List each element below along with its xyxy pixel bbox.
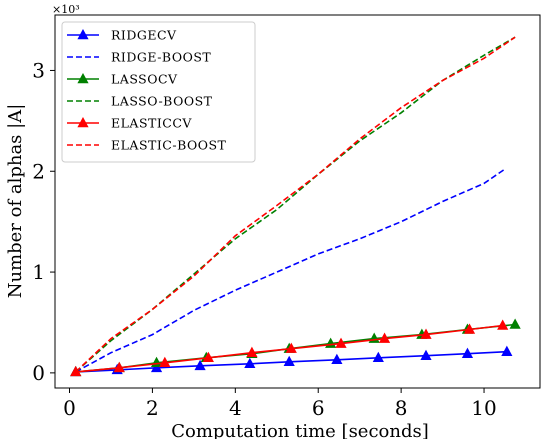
- x-tick-label: 8: [395, 396, 408, 420]
- data-point-elasticcv: [420, 328, 432, 339]
- plot-border: [54, 14, 541, 389]
- data-point-ridgecv: [194, 359, 206, 371]
- data-point-ridgecv: [244, 357, 256, 369]
- legend-label-elasticcv: ELASTICCV: [111, 116, 192, 131]
- data-point-ridgecv: [461, 347, 474, 358]
- legend-label-lassocv: LASSOCV: [111, 72, 178, 87]
- series-line-ridge-boost: [75, 168, 506, 373]
- series-layer: [70, 36, 521, 377]
- legend-marker-lassocv: [77, 72, 89, 84]
- data-point-ridgecv: [372, 351, 384, 363]
- x-tick-label: 6: [312, 396, 325, 420]
- y-axis: 0 1 2 3: [32, 58, 55, 385]
- data-point-elasticcv: [113, 361, 125, 373]
- x-axis-title: Computation time [seconds]: [171, 421, 429, 439]
- series-line-elastic-boost: [75, 36, 516, 373]
- legend-marker-ridgecv: [77, 28, 89, 40]
- legend-marker-elasticcv: [77, 116, 89, 128]
- x-axis: 0 2 4 6 8 10: [63, 388, 497, 420]
- y-axis-title: Number of alphas |A|: [5, 104, 26, 299]
- legend-label-elastic-boost: ELASTIC-BOOST: [111, 138, 227, 153]
- legend-label-lasso-boost: LASSO-BOOST: [111, 94, 213, 109]
- x-tick-label: 2: [146, 396, 159, 420]
- y-multiplier-label: ×10³: [52, 3, 80, 16]
- data-point-elasticcv: [159, 356, 171, 368]
- data-point-lassocv: [509, 318, 521, 329]
- data-point-elasticcv: [246, 346, 258, 357]
- y-tick-label: 1: [32, 260, 45, 284]
- data-point-ridgecv: [283, 355, 295, 367]
- data-point-elasticcv: [202, 351, 214, 363]
- data-point-elasticcv: [335, 337, 347, 348]
- data-point-ridgecv: [331, 353, 343, 365]
- data-point-elasticcv: [285, 342, 297, 353]
- legend-label-ridgecv: RIDGECV: [111, 28, 177, 43]
- x-tick-label: 4: [229, 396, 242, 420]
- data-point-ridgecv: [420, 349, 432, 360]
- data-point-ridgecv: [150, 361, 163, 373]
- data-point-elasticcv: [378, 332, 391, 343]
- x-tick-label: 0: [63, 396, 76, 420]
- data-point-ridgecv: [501, 345, 513, 356]
- data-point-elasticcv: [463, 323, 476, 334]
- legend-box: [61, 21, 256, 163]
- plot-frame: [54, 14, 541, 389]
- y-tick-label: 3: [32, 58, 45, 82]
- legend-label-ridge-boost: RIDGE-BOOST: [111, 50, 211, 65]
- data-point-elasticcv: [497, 319, 509, 330]
- data-point-elasticcv: [70, 365, 82, 377]
- y-tick-label: 2: [32, 159, 45, 183]
- x-tick-label: 10: [471, 396, 496, 420]
- legend: RIDGECV RIDGE-BOOST LASSOCV LASSO-BOOST ELAS…: [61, 21, 256, 163]
- y-tick-label: 0: [32, 361, 45, 385]
